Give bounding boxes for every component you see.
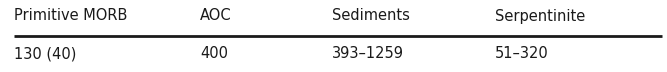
Text: 393–1259: 393–1259 (332, 47, 404, 61)
Text: Sediments: Sediments (332, 8, 410, 23)
Text: Primitive MORB: Primitive MORB (14, 8, 127, 23)
Text: AOC: AOC (200, 8, 231, 23)
Text: 51–320: 51–320 (495, 47, 549, 61)
Text: 130 (40): 130 (40) (14, 47, 77, 61)
Text: Serpentinite: Serpentinite (495, 8, 585, 23)
Text: 400: 400 (200, 47, 228, 61)
